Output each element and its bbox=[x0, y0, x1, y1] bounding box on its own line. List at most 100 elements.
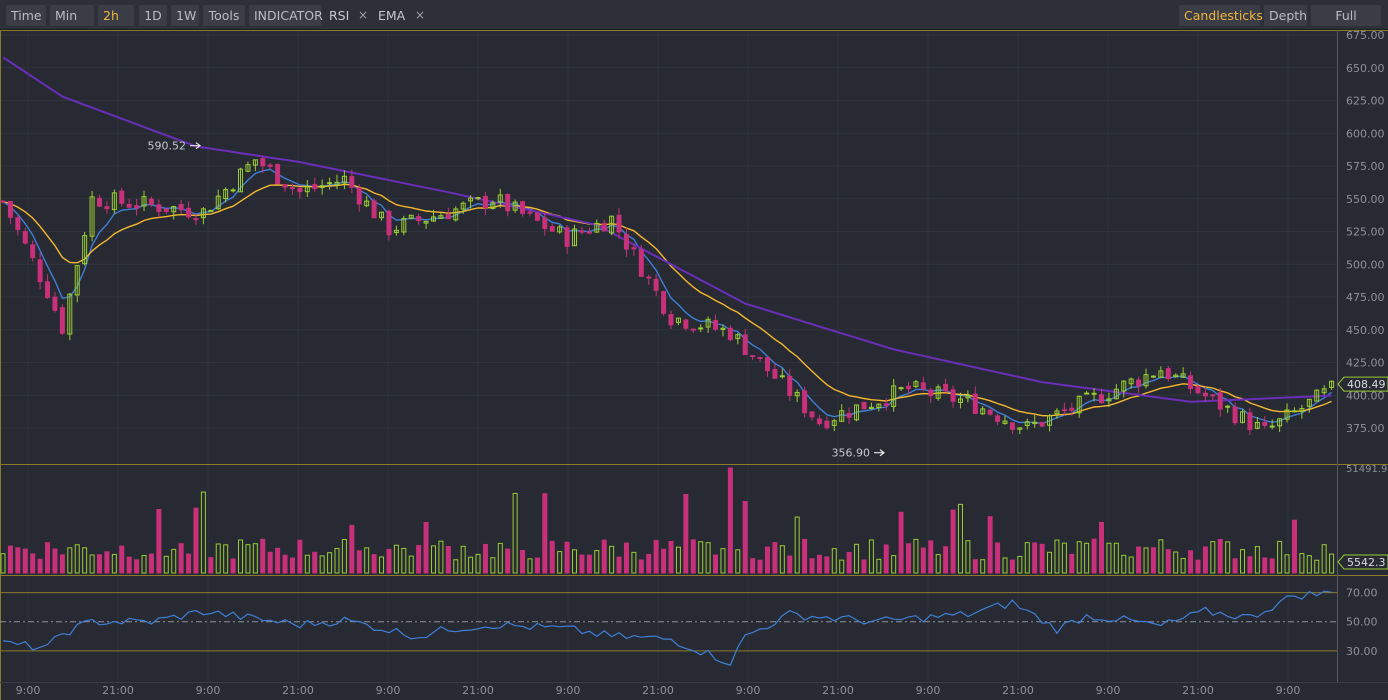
last-volume-label: 5542.3 bbox=[1347, 556, 1386, 569]
volume-bar bbox=[1017, 555, 1023, 574]
volume-bar bbox=[1240, 549, 1246, 574]
price-tick-label: 550.00 bbox=[1346, 193, 1385, 206]
volume-bar bbox=[794, 516, 800, 574]
ema-close-icon[interactable]: × bbox=[415, 8, 426, 22]
time-tick-label: 21:00 bbox=[1002, 684, 1034, 697]
week-button[interactable]: 1W bbox=[171, 5, 199, 26]
candle-body bbox=[802, 390, 808, 414]
volume-bar bbox=[319, 555, 325, 574]
candle-body bbox=[1329, 380, 1335, 389]
volume-bar bbox=[393, 544, 399, 574]
candle-body bbox=[1158, 370, 1164, 378]
candlesticks-button[interactable]: Candlesticks bbox=[1179, 5, 1263, 26]
candle-body bbox=[401, 218, 407, 233]
volume-bar bbox=[1225, 541, 1231, 574]
candle-body bbox=[148, 198, 154, 205]
candle-body bbox=[341, 175, 347, 184]
day-button[interactable]: 1D bbox=[139, 5, 167, 26]
rsi-close-icon[interactable]: × bbox=[358, 8, 369, 22]
candle-body bbox=[186, 207, 192, 218]
volume-bar bbox=[787, 555, 793, 574]
volume-bar bbox=[883, 544, 889, 574]
candle-body bbox=[764, 357, 770, 372]
volume-bar bbox=[245, 544, 251, 574]
candle-body bbox=[297, 187, 303, 193]
volume-bar bbox=[616, 556, 622, 574]
fullscreen-button[interactable]: Full Screen bbox=[1311, 5, 1381, 44]
interval-dropdown[interactable]: 2h bbox=[98, 5, 134, 40]
depth-button[interactable]: Depth bbox=[1264, 5, 1307, 26]
candle-body bbox=[920, 382, 926, 390]
candle-body bbox=[490, 202, 496, 209]
time-tick-label: 21:00 bbox=[462, 684, 494, 697]
rsi-line bbox=[2, 590, 1332, 666]
indicator-button[interactable]: INDICATOR bbox=[249, 5, 323, 26]
volume-bar bbox=[623, 542, 629, 574]
candle-body bbox=[683, 319, 689, 329]
time-button[interactable]: Time bbox=[6, 5, 46, 26]
volume-bar bbox=[252, 543, 258, 574]
volume-bar bbox=[186, 553, 192, 574]
candle-body bbox=[416, 216, 422, 222]
volume-bar bbox=[89, 554, 95, 574]
volume-bar bbox=[126, 556, 132, 574]
volume-bar bbox=[67, 547, 73, 574]
volume-bar bbox=[802, 538, 808, 574]
chart-canvas[interactable]: 675.00 650.00 625.00 600.00 575.00 550.00 525.… bbox=[0, 30, 1388, 700]
volume-bar bbox=[534, 557, 540, 574]
volume-bar bbox=[653, 539, 659, 574]
volume-bar bbox=[1084, 542, 1090, 574]
candle-body bbox=[527, 211, 533, 214]
volume-bar bbox=[816, 554, 822, 574]
volume-bar bbox=[200, 491, 206, 574]
price-tick-label: 375.00 bbox=[1346, 422, 1385, 435]
candle-body bbox=[1195, 385, 1201, 394]
volume-bar bbox=[0, 553, 6, 574]
candle-body bbox=[59, 307, 65, 334]
volume-bar bbox=[45, 542, 51, 574]
candle-body bbox=[1188, 375, 1194, 389]
min-label: Min bbox=[55, 8, 78, 23]
last-price-label-box bbox=[1337, 376, 1388, 392]
candle-body bbox=[928, 389, 934, 397]
volume-bar bbox=[809, 558, 815, 574]
high-marker-label: 590.52 bbox=[148, 140, 187, 153]
volume-bar bbox=[74, 544, 80, 574]
candle-body bbox=[1277, 418, 1283, 427]
candle-body bbox=[1002, 420, 1008, 424]
volume-bar bbox=[230, 558, 236, 574]
volume-bar bbox=[742, 501, 748, 574]
chart-background bbox=[0, 30, 1388, 700]
volume-bar bbox=[430, 545, 436, 574]
volume-bar bbox=[1217, 538, 1223, 574]
candle-body bbox=[282, 184, 288, 188]
candle-body bbox=[141, 196, 147, 207]
volume-bar bbox=[96, 554, 102, 574]
min-dropdown[interactable]: Min bbox=[50, 5, 94, 40]
candle-body bbox=[1039, 421, 1045, 427]
volume-bar bbox=[1314, 559, 1320, 574]
candle-body bbox=[1210, 394, 1216, 397]
candle-body bbox=[534, 212, 540, 221]
candle-body bbox=[1136, 379, 1142, 387]
candle-body bbox=[119, 190, 125, 204]
volume-bar bbox=[497, 542, 503, 574]
candle-body bbox=[163, 208, 169, 212]
candle-body bbox=[267, 164, 273, 167]
candle-body bbox=[200, 208, 206, 219]
candle-body bbox=[327, 182, 333, 185]
candles[interactable] bbox=[0, 155, 1335, 436]
candle-body bbox=[653, 278, 659, 291]
volume-bar bbox=[304, 554, 310, 574]
axes: 675.00 650.00 625.00 600.00 575.00 550.00 525.… bbox=[16, 30, 1388, 697]
price-tick-label: 600.00 bbox=[1346, 127, 1385, 140]
volume-bar bbox=[401, 547, 407, 574]
volume-bar bbox=[460, 545, 466, 574]
volume-bar bbox=[542, 493, 548, 574]
candle-body bbox=[1143, 374, 1149, 387]
candle-body bbox=[1047, 415, 1053, 426]
candle-body bbox=[379, 211, 385, 219]
tools-button[interactable]: Tools bbox=[203, 5, 245, 26]
candle-body bbox=[586, 231, 592, 234]
volume-bar bbox=[831, 548, 837, 574]
